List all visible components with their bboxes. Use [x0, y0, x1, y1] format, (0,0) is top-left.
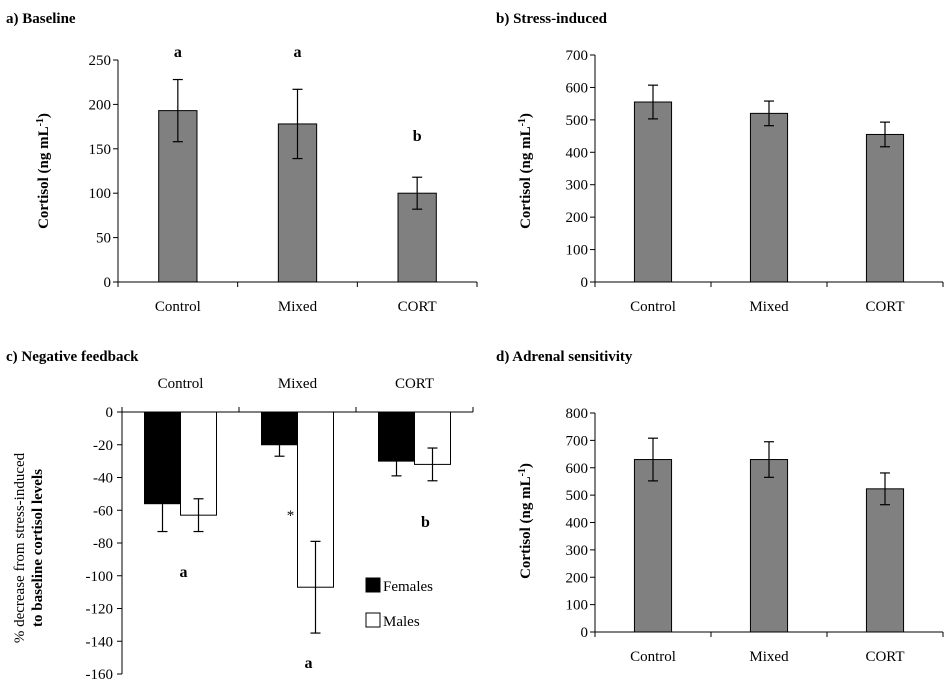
panel-a-sig-label: b	[413, 128, 422, 145]
panel-a-errorbar-mixed	[292, 88, 303, 160]
panel-a-sig-label: a	[294, 44, 302, 61]
panel-c-ylabel-line1: % decrease from stress-induced	[12, 452, 28, 643]
panel-a-category-label: Mixed	[278, 299, 318, 315]
panel-d-bar-cort	[865, 488, 905, 633]
panel-b-errorbar-cort	[880, 121, 890, 148]
panel-d-ytick-label: 400	[566, 516, 589, 532]
panel-d-ytick-label: 200	[566, 570, 589, 586]
panel-d-ytick-label: 600	[566, 461, 589, 477]
panel-d-ytick-label: 700	[566, 433, 589, 449]
panel-c-ytick-label: 0	[106, 405, 114, 421]
panel-b-ylabel: Cortisol (ng mL-1)	[517, 113, 535, 229]
panel-c-bar-males-control	[180, 411, 217, 516]
panel-a-sig-label: a	[174, 44, 182, 61]
panel-a-title: a) Baseline	[6, 11, 76, 27]
panel-c-ytick-label: -60	[93, 503, 113, 519]
panel-d-errorbar-cort	[880, 472, 890, 506]
panel-c-mixed-star: *	[287, 508, 295, 524]
panel-d-bar-control	[633, 459, 673, 633]
panel-c-category-label: Control	[158, 376, 204, 392]
panel-c-errorbar-females-mixed	[274, 432, 285, 457]
panel-c-category-label: CORT	[395, 376, 434, 392]
panel-d-ytick-label: 300	[566, 543, 589, 559]
panel-b-category-label: Mixed	[749, 299, 789, 315]
panel-c-errorbar-males-cort	[427, 447, 438, 482]
panel-b-bar-mixed	[749, 112, 789, 283]
panel-a-plot: 0 50 100 150 200 250 Control a Mixed a CORT b	[89, 44, 478, 315]
panel-d-errorbar-mixed	[764, 441, 774, 478]
panel-a-ytick-label: 200	[89, 97, 112, 113]
panel-c-errorbar-females-control	[157, 475, 168, 533]
panel-a-bar-mixed	[277, 123, 318, 283]
panel-a-ytick-label: 250	[89, 53, 112, 69]
panel-c-title: c) Negative feedback	[6, 349, 139, 365]
panel-d-ytick-label: 0	[581, 625, 589, 641]
panel-d-category-label: Control	[630, 649, 676, 665]
panel-d-category-label: CORT	[865, 649, 904, 665]
panel-c-cort-sig-label: b	[421, 514, 430, 531]
panel-d-errorbar-control	[648, 437, 658, 482]
panel-b-ytick-label: 500	[566, 113, 589, 129]
panel-b-errorbar-mixed	[764, 100, 774, 127]
panel-c-ylabel-line2: to baseline cortisol levels	[30, 469, 46, 627]
panel-b-errorbar-control	[648, 84, 658, 120]
panel-b-ytick-label: 400	[566, 145, 589, 161]
legend-swatch-females	[365, 577, 381, 593]
panel-c-legend: Females Males	[365, 577, 433, 630]
panel-b-ytick-label: 300	[566, 178, 589, 194]
panel-b-bar-control	[633, 101, 673, 283]
panel-a-ytick-label: 100	[89, 186, 112, 202]
panel-c-ytick-label: -20	[93, 438, 113, 454]
panel-c-category-label: Mixed	[278, 376, 318, 392]
panel-c-ytick-label: -120	[86, 602, 114, 618]
panel-c-ytick-label: -140	[86, 634, 114, 650]
panel-d-ylabel: Cortisol (ng mL-1)	[517, 463, 535, 579]
panel-a-ylabel: Cortisol (ng mL-1)	[35, 113, 53, 229]
panel-a-category-label: Control	[155, 299, 201, 315]
panel-b-plot: 0 100 200 300 400 500 600 700 Control Mixed CORT	[566, 48, 944, 315]
panel-a-category-label: CORT	[398, 299, 437, 315]
panel-c-ytick-label: -100	[86, 569, 114, 585]
panel-b-category-label: CORT	[865, 299, 904, 315]
panel-a-errorbar-control	[172, 78, 183, 143]
panel-d-category-label: Mixed	[749, 649, 789, 665]
panel-b-category-label: Control	[630, 299, 676, 315]
panel-a-ytick-label: 50	[96, 231, 111, 247]
legend-label-males: Males	[383, 614, 420, 630]
panel-b-title: b) Stress-induced	[496, 11, 608, 27]
panel-b-ytick-label: 200	[566, 210, 589, 226]
panel-c-ytick-label: -40	[93, 471, 113, 487]
panel-c-mixed-sig-label: a	[305, 655, 313, 672]
panel-c-ytick-label: -160	[86, 667, 114, 683]
panel-c-errorbar-males-control	[193, 498, 204, 533]
panel-d-ytick-label: 500	[566, 488, 589, 504]
panel-d-ytick-label: 800	[566, 406, 589, 422]
panel-a-errorbar-cort	[412, 176, 423, 210]
panel-a-ytick-label: 0	[104, 275, 112, 291]
panel-b-ytick-label: 700	[566, 48, 589, 64]
panel-b-ytick-label: 100	[566, 243, 589, 259]
panel-b-bar-cort	[865, 133, 905, 283]
panel-c-control-sig-label: a	[180, 564, 188, 581]
panel-d-title: d) Adrenal sensitivity	[496, 349, 633, 365]
legend-label-females: Females	[383, 579, 433, 595]
panel-d-ytick-label: 100	[566, 598, 589, 614]
panel-b-ytick-label: 600	[566, 80, 589, 96]
panel-c-ytick-label: -80	[93, 536, 113, 552]
panel-c-errorbar-females-cort	[391, 445, 402, 477]
panel-c-errorbar-males-mixed	[310, 540, 321, 634]
panel-d-plot: 0 100 200 300 400 500 600 700 800 Control Mixed COR…	[566, 406, 944, 665]
panel-a-ytick-label: 150	[89, 142, 112, 158]
panel-d-bar-mixed	[749, 459, 789, 633]
legend-swatch-males	[365, 612, 381, 628]
panel-b-ytick-label: 0	[581, 275, 589, 291]
panel-c-plot: 0 -20 -40 -60 -80 -100 -120 -140 -160 Control Mixe…	[86, 376, 474, 683]
